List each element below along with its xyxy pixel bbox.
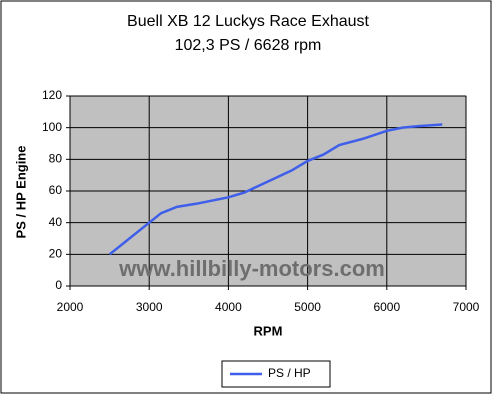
y-axis-label: PS / HP Engine (13, 146, 28, 239)
chart-subtitle: 102,3 PS / 6628 rpm (175, 37, 322, 54)
y-tick-label: 60 (49, 183, 63, 197)
watermark: www.hillbilly-motors.com (118, 256, 385, 281)
x-tick-label: 4000 (215, 300, 242, 314)
chart-title: Buell XB 12 Luckys Race Exhaust (127, 13, 369, 30)
legend-label: PS / HP (268, 366, 311, 380)
y-tick-label: 0 (55, 278, 62, 292)
x-tick-label: 5000 (294, 300, 321, 314)
x-tick-label: 2000 (57, 300, 84, 314)
x-axis-label: RPM (254, 323, 283, 338)
y-tick-label: 100 (42, 120, 62, 134)
x-tick-label: 6000 (373, 300, 400, 314)
y-tick-label: 40 (49, 215, 63, 229)
y-tick-label: 20 (49, 247, 63, 261)
y-tick-label: 80 (49, 152, 63, 166)
x-tick-label: 7000 (453, 300, 480, 314)
y-tick-label: 120 (42, 88, 62, 102)
x-tick-label: 3000 (136, 300, 163, 314)
series-line (108, 123, 443, 256)
